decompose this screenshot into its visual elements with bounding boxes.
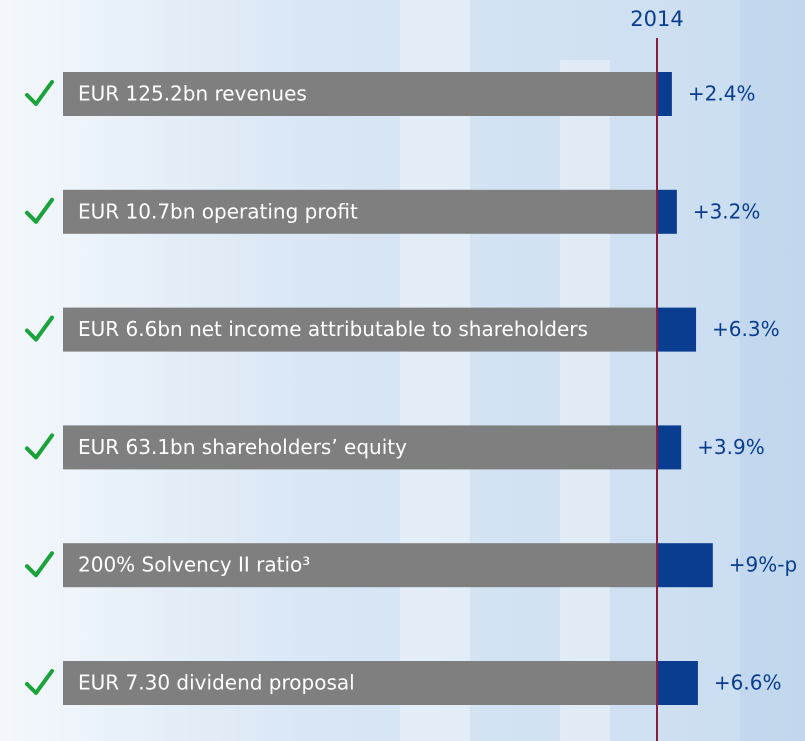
check-mark [25, 669, 54, 695]
value-label: +3.9% [697, 435, 765, 459]
check-mark [25, 433, 54, 460]
reference-label: 2014 [630, 7, 683, 31]
bar [657, 543, 713, 588]
bar [657, 72, 672, 116]
value-label: +9%-p [729, 553, 797, 577]
bar-label: EUR 10.7bn operating profit [78, 199, 358, 223]
bar [657, 189, 677, 234]
base-bar [63, 425, 657, 470]
base-bar [63, 72, 657, 116]
base-bar [63, 543, 657, 588]
base-bar [63, 189, 657, 234]
value-label: +6.6% [714, 671, 782, 695]
bar [657, 425, 682, 470]
bar [657, 307, 697, 352]
bar-label: EUR 7.30 dividend proposal [78, 671, 355, 695]
check-mark [25, 80, 54, 106]
base-bar [63, 307, 657, 352]
value-label: +2.4% [688, 82, 756, 106]
value-label: +6.3% [712, 317, 780, 341]
bar-label: 200% Solvency II ratio³ [78, 553, 310, 577]
check-mark [25, 197, 54, 224]
check-mark [25, 551, 54, 578]
bar [657, 661, 698, 705]
bar-label: EUR 6.6bn net income attributable to sha… [78, 317, 588, 341]
check-mark [25, 315, 54, 342]
bar-label: EUR 63.1bn shareholders’ equity [78, 435, 407, 459]
background-pattern [400, 0, 805, 741]
base-bar [63, 661, 657, 705]
value-label: +3.2% [693, 199, 761, 223]
bar-label: EUR 125.2bn revenues [78, 82, 307, 106]
